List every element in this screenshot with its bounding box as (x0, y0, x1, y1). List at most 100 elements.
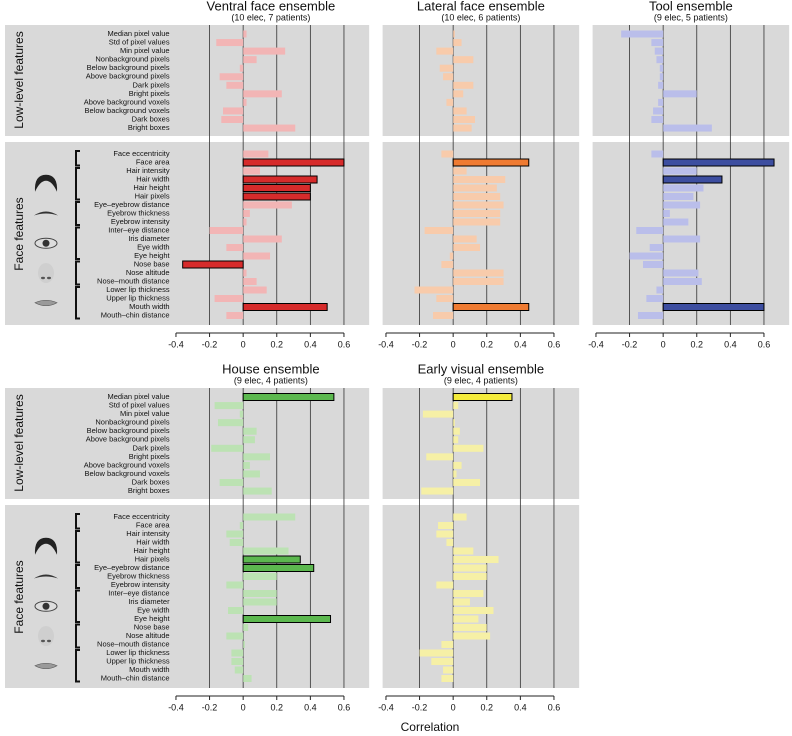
bar (656, 286, 664, 294)
bar (243, 427, 257, 435)
bar (453, 607, 494, 614)
bar (433, 312, 454, 319)
bar (243, 598, 277, 606)
bar (231, 658, 244, 665)
bar (453, 590, 484, 597)
bar (243, 513, 296, 521)
panel-subtitle: (9 elec, 5 patients) (654, 12, 728, 22)
row-label: Nose altitude (126, 631, 170, 640)
x-tick-label: 0.2 (691, 339, 704, 349)
bar (651, 116, 664, 123)
x-tick-label: 0.2 (271, 702, 284, 712)
bar (214, 402, 244, 410)
nostril (47, 639, 51, 643)
bar (649, 244, 664, 251)
panel-title: Early visual ensemble (418, 361, 544, 376)
row-label: Dark boxes (132, 114, 170, 123)
row-label: Median pixel value (107, 392, 169, 401)
row-label: Bright pixels (129, 89, 170, 98)
bar (453, 278, 504, 285)
bar (663, 278, 702, 285)
x-tick-label: -0.4 (378, 339, 394, 349)
nostril (47, 276, 51, 280)
x-tick-label: 0 (661, 339, 666, 349)
bar (243, 487, 272, 495)
row-label: Face eccentricity (113, 149, 170, 158)
bar (243, 590, 277, 597)
bar (216, 39, 244, 47)
bar (243, 436, 255, 444)
bar (441, 261, 454, 268)
bar (663, 193, 694, 200)
x-tick-label: -0.2 (412, 702, 428, 712)
bar (243, 278, 257, 285)
bar (453, 39, 462, 47)
bar (637, 312, 664, 319)
bar (453, 269, 504, 277)
bar (453, 244, 481, 251)
x-tick-label: -0.4 (378, 702, 394, 712)
bar (217, 419, 244, 427)
row-label: Below background pixels (87, 63, 170, 72)
bar (243, 252, 271, 260)
row-label: Std of pixel values (109, 38, 170, 47)
bar (242, 175, 318, 184)
bar (226, 581, 244, 589)
row-label: Above background voxels (84, 97, 170, 106)
panel-subtitle: (10 elec, 7 patients) (231, 12, 310, 22)
bar (243, 470, 260, 478)
bar (453, 436, 459, 444)
bar (242, 564, 315, 572)
row-label: Eyebrow intensity (111, 217, 170, 226)
hair-icon (34, 174, 58, 192)
bar (243, 56, 257, 64)
bar (452, 393, 513, 401)
bracket (75, 530, 80, 564)
bar (663, 90, 697, 98)
row-label: Eye width (137, 242, 170, 251)
row-label: Bright pixels (129, 452, 170, 461)
panel-title: House ensemble (222, 361, 320, 376)
bar (453, 210, 501, 217)
x-tick-label: -0.2 (202, 702, 218, 712)
row-label: Nose altitude (126, 268, 170, 277)
x-tick-label: -0.2 (202, 339, 218, 349)
row-label: Face area (136, 157, 171, 166)
bar (629, 252, 664, 260)
x-axis-label: Correlation (401, 720, 460, 734)
bar (453, 235, 477, 243)
row-label: Upper lip thickness (106, 293, 170, 302)
bar (223, 107, 244, 115)
bar (453, 167, 467, 175)
group-label: Low-level features (12, 394, 26, 491)
row-label: Hair pixels (135, 554, 170, 563)
row-label: Upper lip thickness (106, 656, 170, 665)
bar (659, 73, 664, 81)
bar (243, 573, 277, 580)
bar (453, 470, 457, 478)
bar (446, 539, 454, 546)
row-label: Inter–eye distance (108, 225, 169, 234)
eye-iris (42, 602, 50, 610)
row-label: Inter–eye distance (108, 588, 169, 597)
bar (242, 303, 328, 311)
row-label: Eyebrow thickness (107, 208, 170, 217)
row-label: Face area (136, 520, 171, 529)
bracket (75, 589, 80, 623)
bar (243, 201, 292, 209)
row-label: Nose–mouth distance (97, 639, 170, 648)
x-tick-label: 0.6 (338, 339, 351, 349)
row-label: Hair intensity (126, 166, 170, 175)
bar (453, 573, 487, 580)
bar (453, 56, 474, 64)
row-label: Hair intensity (126, 529, 170, 538)
bracket (75, 286, 80, 320)
row-label: Dark pixels (133, 80, 170, 89)
bar (226, 81, 244, 89)
bar (453, 427, 460, 435)
panel-background (382, 142, 580, 325)
bar (226, 530, 244, 538)
bar (452, 303, 530, 311)
bar (453, 461, 462, 469)
x-tick-label: 0.4 (514, 702, 527, 712)
